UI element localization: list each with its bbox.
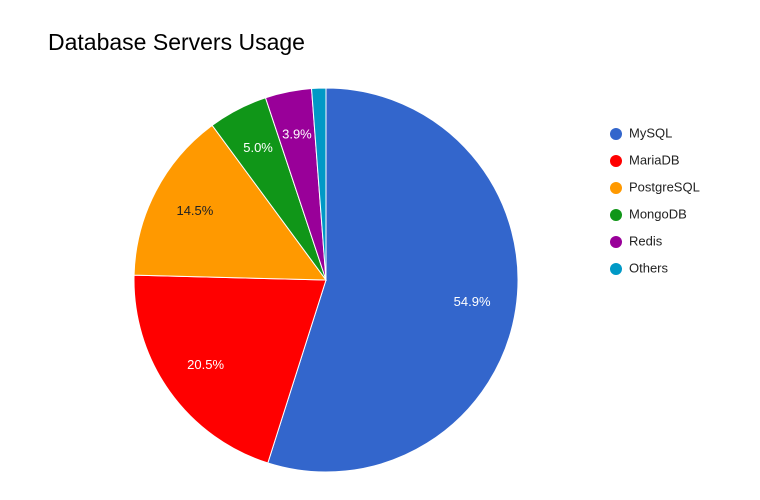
legend-swatch xyxy=(610,155,622,167)
slice-label: 5.0% xyxy=(243,140,273,155)
legend-label: Others xyxy=(629,260,669,275)
slice-label: 54.9% xyxy=(454,294,491,309)
pie-slice xyxy=(311,87,327,281)
slice-label: 20.5% xyxy=(187,357,224,372)
legend-swatch xyxy=(610,263,622,275)
pie-slice xyxy=(133,124,328,281)
legend-swatch xyxy=(610,236,622,248)
legend-label: PostgreSQL xyxy=(629,179,700,194)
legend-swatch xyxy=(610,182,622,194)
legend-swatch xyxy=(610,209,622,221)
pie-slice xyxy=(267,87,519,473)
slice-label: 14.5% xyxy=(176,203,213,218)
legend-label: Redis xyxy=(629,233,663,248)
legend-swatch xyxy=(610,128,622,140)
slice-label: 3.9% xyxy=(282,126,312,141)
chart-title: Database Servers Usage xyxy=(48,29,305,55)
legend-label: MySQL xyxy=(629,125,672,140)
legend-label: MariaDB xyxy=(629,152,680,167)
pie-slice xyxy=(133,274,327,464)
legend-label: MongoDB xyxy=(629,206,687,221)
